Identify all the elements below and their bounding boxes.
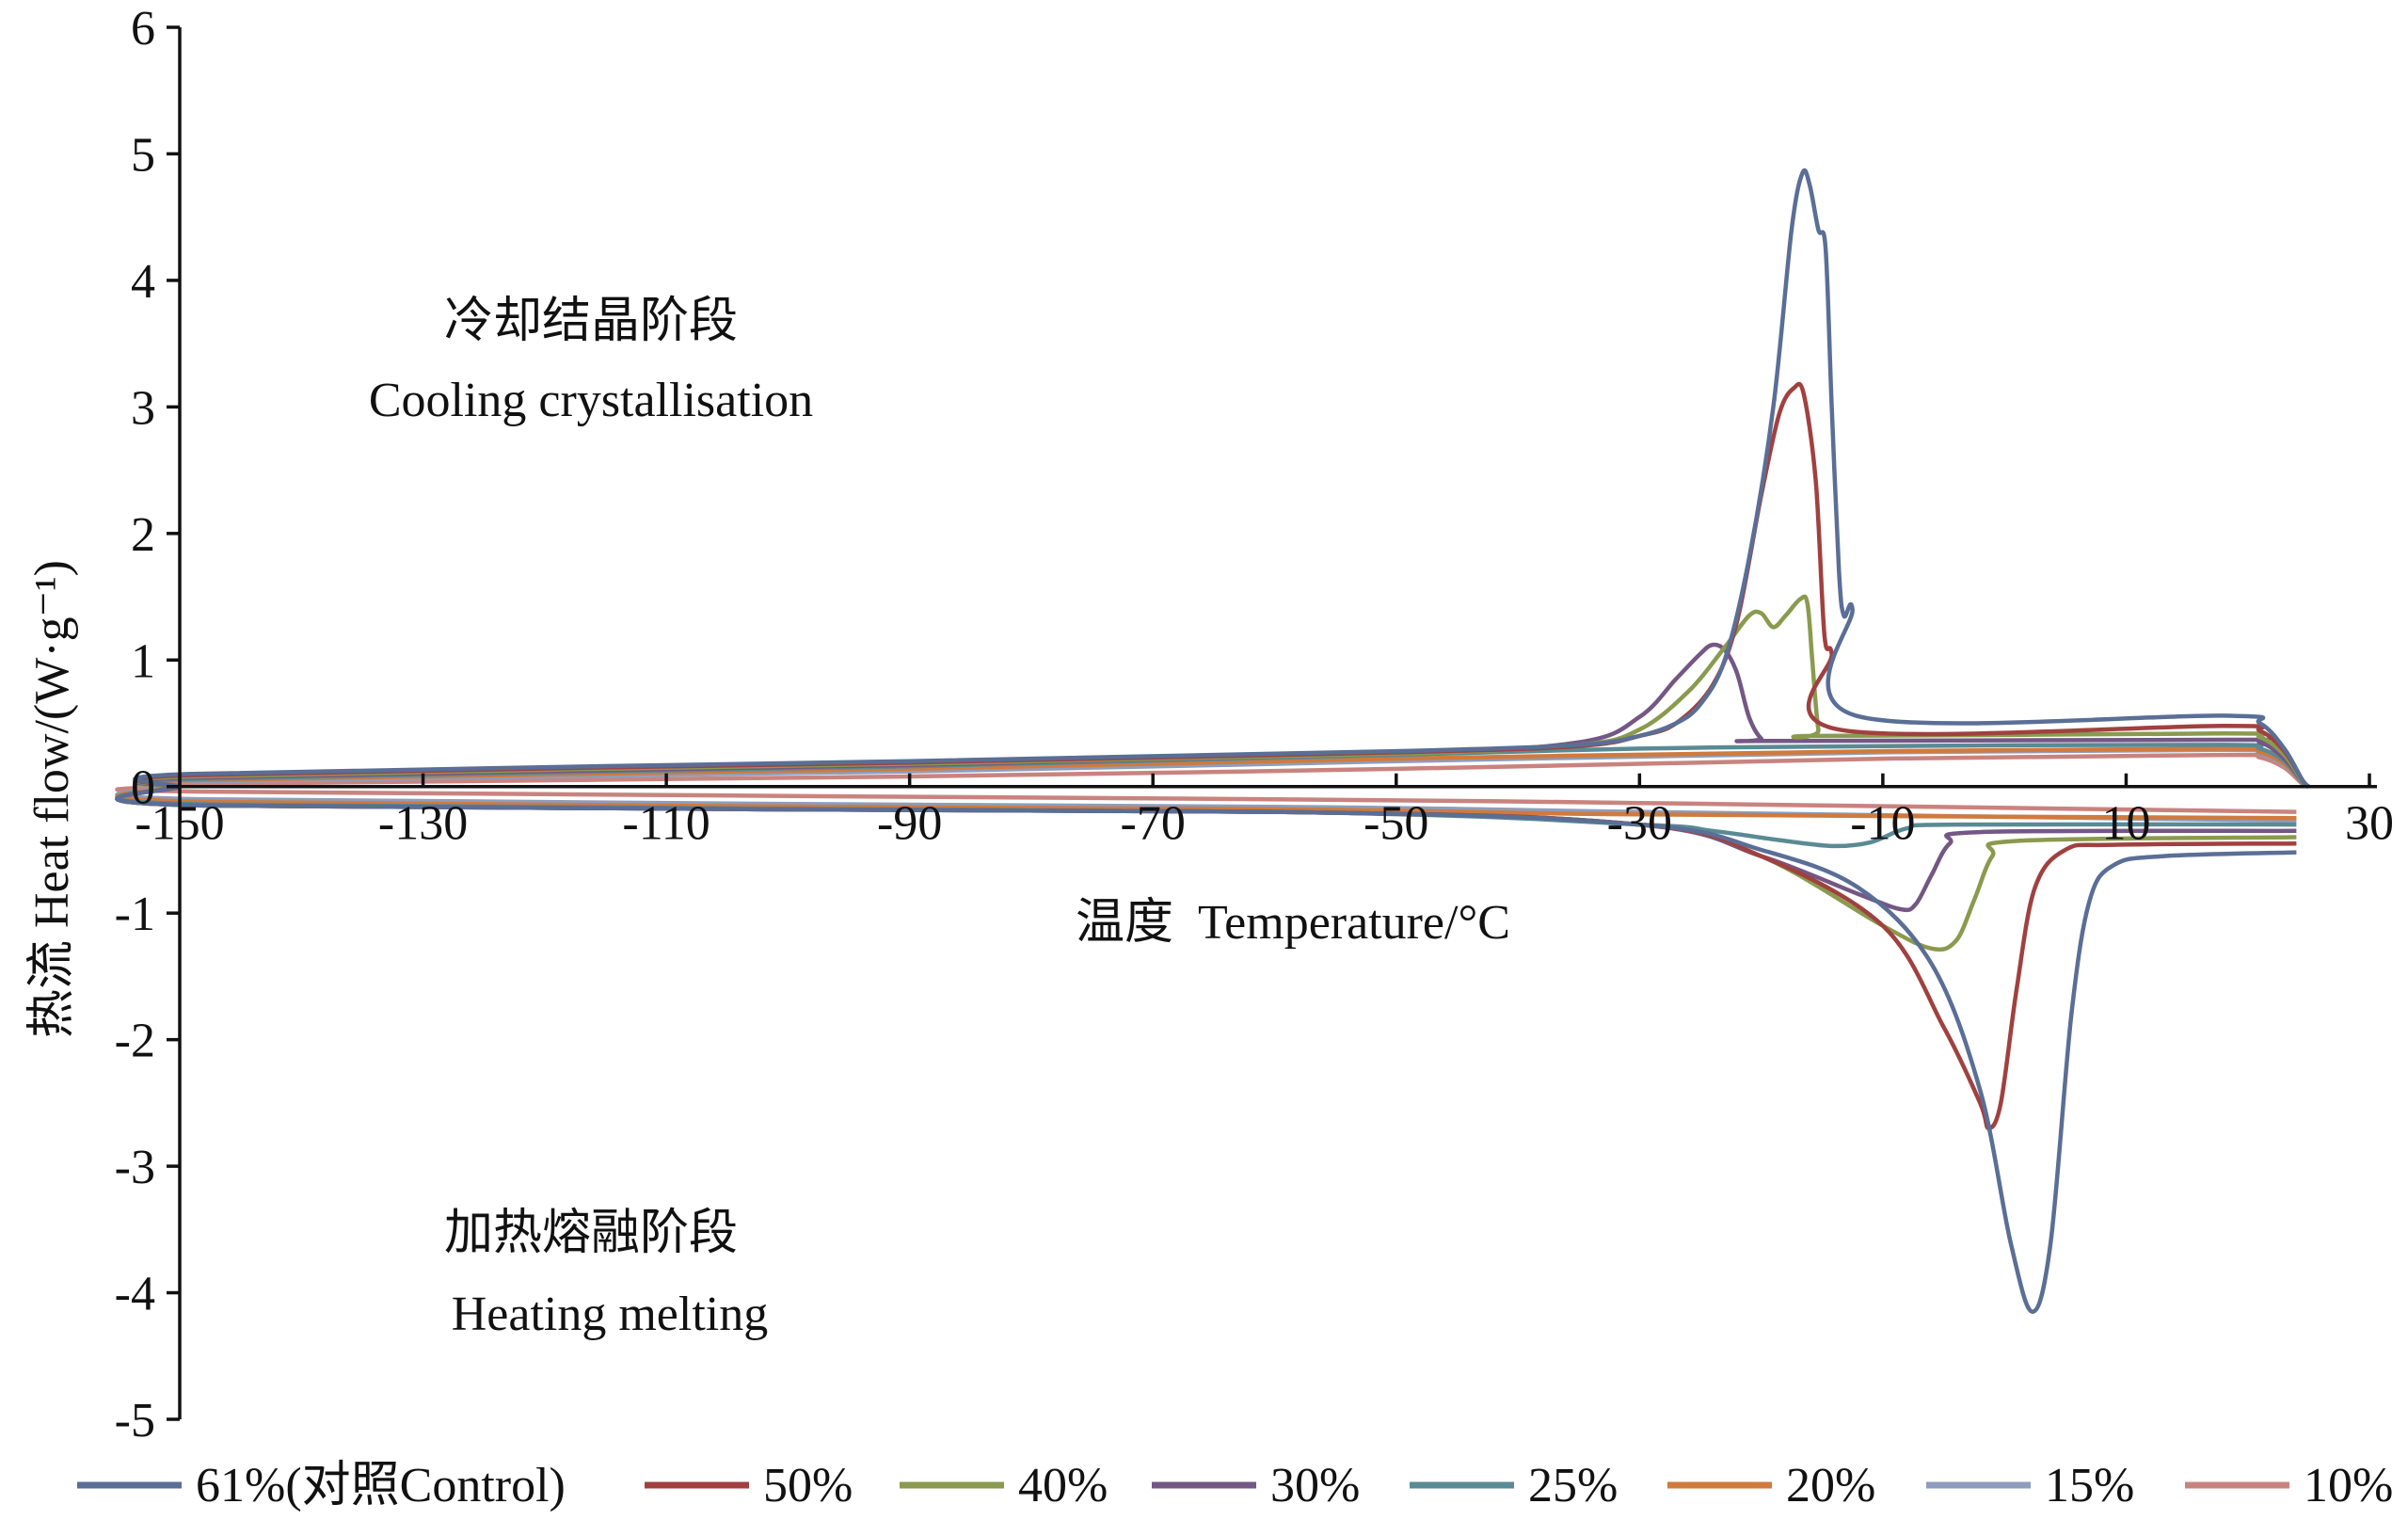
y-tick-label: 3 bbox=[131, 381, 155, 435]
cooling-curve-10 bbox=[133, 752, 2310, 789]
annotation-heating-cn: 加热熔融阶段 bbox=[444, 1207, 738, 1260]
x-tick-label: -110 bbox=[622, 797, 710, 851]
legend-item: 30% bbox=[1152, 1459, 1360, 1512]
x-tick-label: -10 bbox=[1850, 797, 1915, 851]
legend-item: 61%(对照Control) bbox=[77, 1459, 566, 1512]
legend-label: 25% bbox=[1528, 1459, 1618, 1512]
legend-item: 15% bbox=[1926, 1459, 2134, 1512]
heating-curve-61 bbox=[115, 784, 2297, 1314]
legend-item: 40% bbox=[900, 1459, 1108, 1512]
y-tick-label: 0 bbox=[131, 761, 155, 815]
labels: 冷却结晶阶段 Cooling crystallisation 加热熔融阶段 He… bbox=[25, 295, 1510, 1341]
legend-label: 15% bbox=[2045, 1459, 2134, 1512]
y-tick-label: 4 bbox=[131, 255, 155, 309]
y-tick-label: -4 bbox=[115, 1268, 155, 1321]
legend-item: 25% bbox=[1410, 1459, 1618, 1512]
legend-label: 50% bbox=[763, 1459, 853, 1512]
legend-label: 40% bbox=[1018, 1459, 1108, 1512]
cooling-curve-61 bbox=[133, 168, 2310, 789]
y-axis-label: 热流 Heat flow/(W·g⁻¹) bbox=[25, 560, 79, 1038]
legend-item: 50% bbox=[645, 1459, 853, 1512]
x-tick-label: -130 bbox=[378, 797, 468, 851]
x-tick-label: 10 bbox=[2101, 797, 2150, 851]
y-tick-label: -3 bbox=[115, 1141, 155, 1194]
x-tick-label: -50 bbox=[1363, 797, 1428, 851]
annotation-heating-en: Heating melting bbox=[452, 1288, 768, 1341]
y-tick-label: 6 bbox=[131, 2, 155, 56]
x-tick-label: -70 bbox=[1121, 797, 1186, 851]
x-axis-label: 温度 Temperature/°C bbox=[1076, 896, 1510, 950]
legend-item: 10% bbox=[2185, 1459, 2393, 1512]
legend-label: 20% bbox=[1786, 1459, 1875, 1512]
x-tick-label: -150 bbox=[135, 797, 224, 851]
y-tick-label: -1 bbox=[115, 888, 155, 941]
y-tick-label: -5 bbox=[115, 1394, 155, 1448]
y-tick-label: 5 bbox=[131, 128, 155, 182]
legend-label: 30% bbox=[1270, 1459, 1360, 1512]
y-tick-label: 2 bbox=[131, 508, 155, 562]
x-tick-label: -90 bbox=[877, 797, 942, 851]
annotation-cooling-cn: 冷却结晶阶段 bbox=[444, 295, 738, 348]
legend-label: 61%(对照Control) bbox=[196, 1459, 566, 1512]
curves bbox=[115, 168, 2310, 1314]
x-tick-label: -30 bbox=[1607, 797, 1672, 851]
annotation-cooling-en: Cooling crystallisation bbox=[369, 374, 813, 427]
heating-curve-20 bbox=[115, 784, 2297, 821]
legend-item: 20% bbox=[1667, 1459, 1875, 1512]
legend: 61%(对照Control) 50% 40% 30% 25% 20% 15% 10% bbox=[77, 1459, 2393, 1512]
x-tick-label: 30 bbox=[2345, 797, 2394, 851]
y-tick-label: 1 bbox=[131, 634, 155, 688]
y-tick-label: -2 bbox=[115, 1015, 155, 1068]
legend-label: 10% bbox=[2304, 1459, 2393, 1512]
cooling-curve-50 bbox=[133, 381, 2310, 789]
